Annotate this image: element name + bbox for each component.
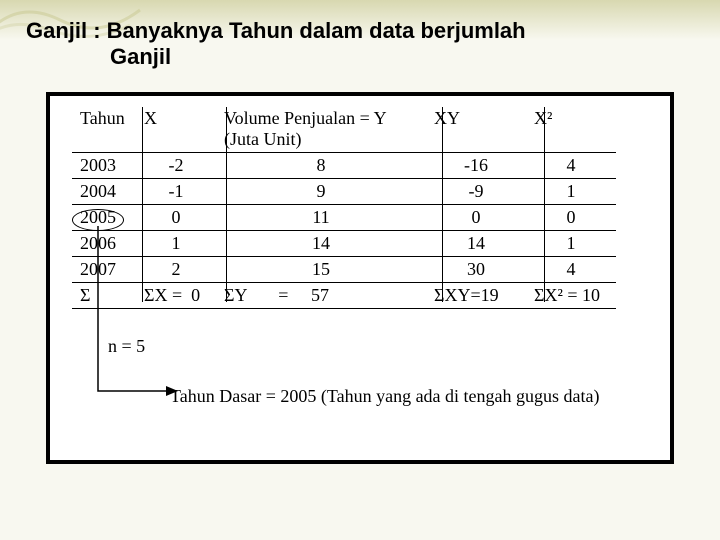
cell-xy: -9 (426, 179, 526, 205)
col-header-y-line1: Volume Penjualan = Y (224, 108, 387, 128)
col-header-tahun: Tahun (72, 106, 136, 153)
page-title: Ganjil : Banyaknya Tahun dalam data berj… (26, 18, 700, 71)
cell-y: 15 (216, 257, 426, 283)
cell-sum-x2: ΣX² = 10 (526, 283, 616, 309)
col-header-y-line2: (Juta Unit) (224, 129, 301, 149)
cell-y: 11 (216, 205, 426, 231)
col-divider (544, 107, 545, 302)
col-header-x: X (136, 106, 216, 153)
col-divider (226, 107, 227, 302)
cell-x: -2 (136, 153, 216, 179)
cell-xy: -16 (426, 153, 526, 179)
cell-xy: 14 (426, 231, 526, 257)
table-row: 2004 -1 9 -9 1 (72, 179, 616, 205)
table-row: 2003 -2 8 -16 4 (72, 153, 616, 179)
title-line1: Ganjil : Banyaknya Tahun dalam data berj… (26, 18, 526, 43)
cell-x2: 4 (526, 257, 616, 283)
cell-x2: 0 (526, 205, 616, 231)
arrow-icon (88, 226, 188, 401)
cell-y: 8 (216, 153, 426, 179)
col-header-xy: XY (426, 106, 526, 153)
col-header-y: Volume Penjualan = Y (Juta Unit) (216, 106, 426, 153)
cell-y: 14 (216, 231, 426, 257)
cell-x2: 4 (526, 153, 616, 179)
title-line2: Ganjil (110, 44, 700, 70)
cell-tahun: 2004 (72, 179, 136, 205)
figure-container: Tahun X Volume Penjualan = Y (Juta Unit)… (46, 92, 674, 464)
cell-tahun: 2003 (72, 153, 136, 179)
cell-xy: 0 (426, 205, 526, 231)
cell-y: 9 (216, 179, 426, 205)
cell-xy: 30 (426, 257, 526, 283)
cell-sum-y: ΣY = 57 (216, 283, 426, 309)
cell-x: -1 (136, 179, 216, 205)
footnote-text: Tahun Dasar = 2005 (Tahun yang ada di te… (170, 386, 600, 407)
cell-sum-xy: ΣXY=19 (426, 283, 526, 309)
cell-x2: 1 (526, 231, 616, 257)
col-divider (442, 107, 443, 302)
cell-x2: 1 (526, 179, 616, 205)
col-header-x2: X² (526, 106, 616, 153)
